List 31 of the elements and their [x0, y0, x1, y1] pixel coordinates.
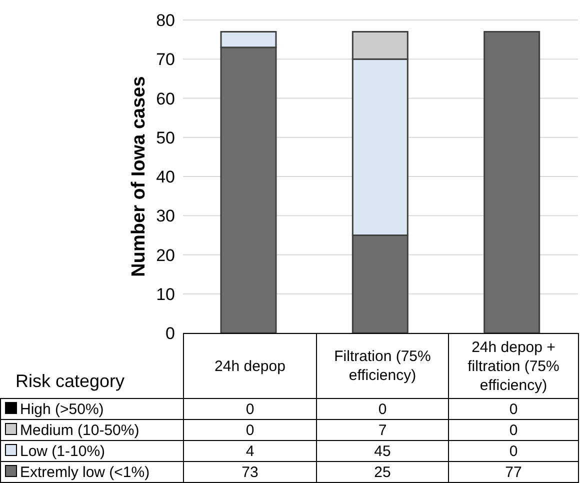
bar	[484, 30, 540, 333]
data-label: 45	[316, 440, 448, 462]
y-axis-title: Number of Iowa cases	[128, 76, 150, 277]
y-tick-label: 70	[156, 50, 175, 70]
legend-label: Extremly low (<1%)	[0, 462, 184, 482]
y-tick-label: 20	[156, 246, 175, 265]
data-label: 73	[184, 462, 316, 482]
data-label: 0	[316, 398, 448, 420]
y-tick-label: 50	[156, 128, 175, 148]
legend-label: High (>50%)	[0, 398, 184, 420]
data-label: 0	[184, 398, 316, 420]
y-tick-label: 80	[156, 11, 175, 30]
data-label: 0	[448, 440, 578, 462]
y-tick-label: 60	[156, 89, 175, 108]
data-label: 77	[448, 462, 578, 482]
data-label: 0	[448, 420, 578, 440]
legend-title: Risk category	[16, 371, 125, 391]
y-tick-label: 40	[156, 168, 175, 187]
legend-label: Low (1-10%)	[0, 440, 184, 462]
data-label: 0	[448, 398, 578, 420]
data-label: 0	[184, 420, 316, 440]
x-tick-label: 24h depop + filtration (75% efficiency)	[448, 334, 578, 398]
x-tick-label: 24h depop	[184, 334, 316, 398]
data-label: 4	[184, 440, 316, 462]
y-tick-label: 30	[156, 206, 175, 226]
y-tick-label: 10	[156, 284, 175, 304]
data-label: 25	[316, 462, 448, 482]
x-tick-label: Filtration (75% efficiency)	[316, 334, 448, 398]
data-label: 7	[316, 420, 448, 440]
y-tick-label: 0	[166, 324, 175, 344]
legend-label: Medium (10-50%)	[0, 420, 184, 440]
